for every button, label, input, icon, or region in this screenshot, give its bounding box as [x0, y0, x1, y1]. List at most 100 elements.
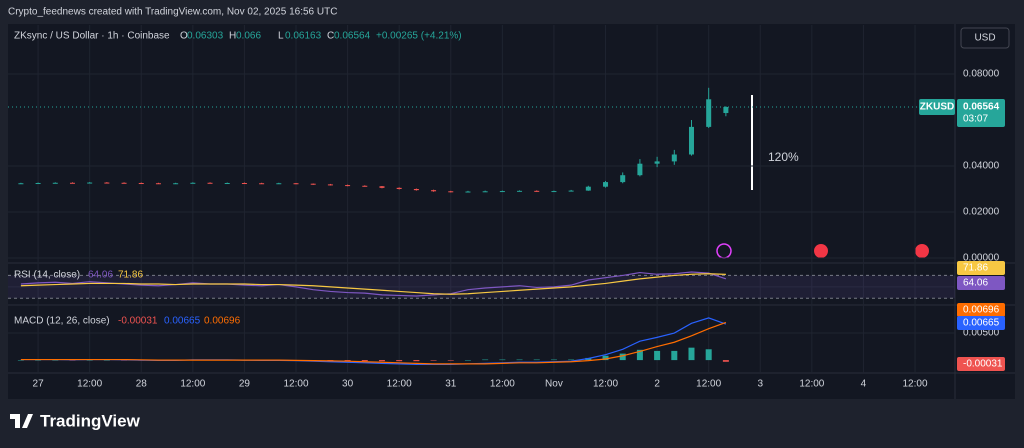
- macd-histogram-bar: [568, 359, 575, 361]
- macd-histogram-bar: [52, 360, 59, 361]
- macd-line: [20, 321, 727, 365]
- candle-body: [52, 182, 58, 184]
- x-tick-label: 12:00: [696, 379, 721, 390]
- x-tick-label: 31: [445, 379, 457, 390]
- macd-title: MACD (12, 26, close): [14, 316, 110, 327]
- y-tick-label: 0.08000: [963, 69, 1000, 80]
- macd-value: 0.00665: [164, 316, 201, 327]
- y-tick-label: 0.00000: [963, 253, 1000, 264]
- x-tick-label: 12:00: [903, 379, 928, 390]
- candle-body: [706, 99, 712, 127]
- candle-body: [224, 183, 230, 185]
- event-icon[interactable]: [716, 243, 732, 259]
- annotation: 120%: [768, 150, 799, 164]
- macd-histogram-bar: [722, 360, 729, 362]
- x-tick-label: Nov: [545, 379, 563, 390]
- macd-histogram-bar: [103, 360, 110, 361]
- candle-body: [620, 175, 626, 183]
- price-label: 0.06564: [963, 102, 1000, 113]
- ohlc-label: O: [180, 31, 188, 42]
- candle-body: [345, 185, 351, 187]
- candle-body: [87, 182, 93, 184]
- candle-body: [362, 185, 368, 187]
- rsi-line: [20, 273, 726, 295]
- candle-body: [585, 186, 591, 191]
- macd-histogram-bar: [396, 360, 403, 362]
- x-tick-label: 2: [654, 379, 660, 390]
- macd-histogram-bar: [464, 360, 471, 361]
- macd-histogram-bar: [619, 353, 626, 361]
- macd-histogram-bar: [413, 360, 420, 362]
- candle-body: [396, 187, 402, 189]
- value-tag-label: -0.00031: [963, 359, 1003, 370]
- currency-label: USD: [974, 33, 995, 44]
- candle-body: [310, 183, 316, 185]
- candle-body: [431, 190, 437, 192]
- candle-body: [35, 183, 41, 185]
- rsi-value: 71.86: [118, 270, 143, 281]
- logo: TradingView: [10, 411, 141, 430]
- candle-body: [293, 183, 299, 185]
- x-tick-label: 3: [757, 379, 763, 390]
- candle-body: [241, 183, 247, 185]
- candle-body: [723, 107, 729, 114]
- macd-histogram-bar: [378, 360, 385, 362]
- candle-body: [551, 191, 557, 193]
- macd-histogram-bar: [654, 350, 661, 361]
- macd-histogram-bar: [447, 360, 454, 361]
- macd-histogram-bar: [688, 347, 695, 361]
- macd-histogram-bar: [361, 360, 368, 362]
- value-tag: [957, 261, 1005, 275]
- candle-body: [603, 182, 609, 187]
- x-tick-label: 29: [239, 379, 251, 390]
- countdown: 03:07: [963, 114, 988, 125]
- candle-body: [155, 183, 161, 185]
- logo-text: TradingView: [40, 411, 141, 430]
- event-icon[interactable]: [915, 244, 929, 258]
- symbol-tag: ZKUSD: [920, 102, 954, 113]
- candle-body: [688, 126, 694, 155]
- value-tag-label: 71.86: [963, 263, 988, 274]
- candle-body: [568, 190, 574, 192]
- ohlc-value: 0.06163: [285, 31, 322, 42]
- macd-histogram-bar: [516, 359, 523, 361]
- rsi-line: [20, 271, 727, 297]
- x-tick-label: 4: [861, 379, 867, 390]
- ohlc-value: 0.06303: [187, 31, 224, 42]
- candle-body: [173, 183, 179, 185]
- candle-body: [207, 182, 213, 184]
- ohlc-value: 0.06564: [334, 31, 371, 42]
- x-tick-label: 12:00: [387, 379, 412, 390]
- value-tag-label: 0.00665: [963, 318, 1000, 329]
- value-tag: [957, 303, 1005, 317]
- macd-histogram-bar: [533, 359, 540, 361]
- candle-body: [671, 154, 677, 162]
- candle-body: [190, 182, 196, 184]
- macd-histogram-bar: [550, 359, 557, 361]
- macd-histogram-bar: [35, 360, 42, 361]
- candle-body: [637, 163, 643, 176]
- value-tag-label: 0.00696: [963, 305, 1000, 316]
- logo-mark: [10, 414, 33, 428]
- candle-body: [517, 190, 523, 192]
- macd-histogram-bar: [499, 359, 506, 361]
- event-icon[interactable]: [814, 244, 828, 258]
- currency-button[interactable]: [960, 27, 1010, 49]
- price-tag: [957, 99, 1005, 128]
- candle-body: [276, 183, 282, 185]
- candle-body: [327, 184, 333, 186]
- y-tick-label: 0.02000: [963, 207, 1000, 218]
- candle-body: [654, 161, 660, 164]
- candle-body: [482, 191, 488, 193]
- value-tag: [957, 316, 1005, 330]
- x-tick-label: 12:00: [77, 379, 102, 390]
- macd-histogram-bar: [430, 360, 437, 361]
- candle-body: [104, 182, 110, 184]
- rsi-value: 64.06: [88, 270, 113, 281]
- x-tick-label: 12:00: [180, 379, 205, 390]
- y-tick-label: 0.00500: [963, 328, 1000, 339]
- macd-histogram-bar: [482, 359, 489, 361]
- candles: [18, 87, 729, 193]
- value-tag: [957, 357, 1005, 371]
